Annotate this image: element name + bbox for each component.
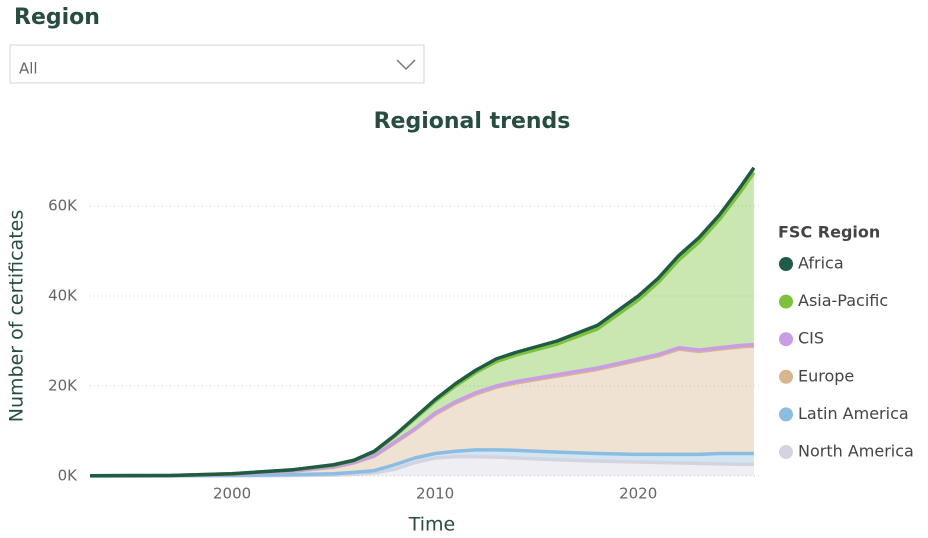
series-line [89,448,754,478]
lines [89,166,756,478]
legend-swatch [779,257,793,271]
legend-label: CIS [798,329,824,348]
series-line [89,166,756,478]
dropdown-box[interactable] [9,44,425,84]
x-tick-label: 2000 [213,485,251,503]
legend-label: Europe [798,366,854,385]
area-fill [90,172,754,476]
area-fill [90,345,754,476]
x-tick-label: 2010 [416,485,454,503]
legend-label: Asia-Pacific [798,291,888,310]
x-axis-label: Time [408,514,456,536]
y-tick-label: 0K [58,467,79,485]
legend-label: Latin America [798,404,909,423]
legend-swatch [779,369,793,384]
legend-swatch [779,294,793,309]
chart-title: Regional trends [374,109,571,134]
legend-swatch [779,332,793,347]
y-tick-label: 60K [48,197,78,215]
area-fill [90,449,754,476]
legend-swatch [779,407,793,422]
chevron[interactable] [396,59,416,71]
areas [90,167,754,476]
y-tick-label: 20K [48,377,78,395]
legend-label: Africa [798,254,844,273]
slicer-label: Region [14,5,100,30]
y-tick-label: 40K [48,287,78,305]
dropdown-value[interactable]: All [19,60,38,78]
dropdown[interactable]: All [9,44,425,84]
x-tick-label: 2020 [619,485,657,503]
legend-label: North America [798,442,914,461]
y-axis-label: Number of certificates [6,210,28,423]
legend-swatch [779,445,793,459]
legend-title: FSC Region [778,223,880,242]
